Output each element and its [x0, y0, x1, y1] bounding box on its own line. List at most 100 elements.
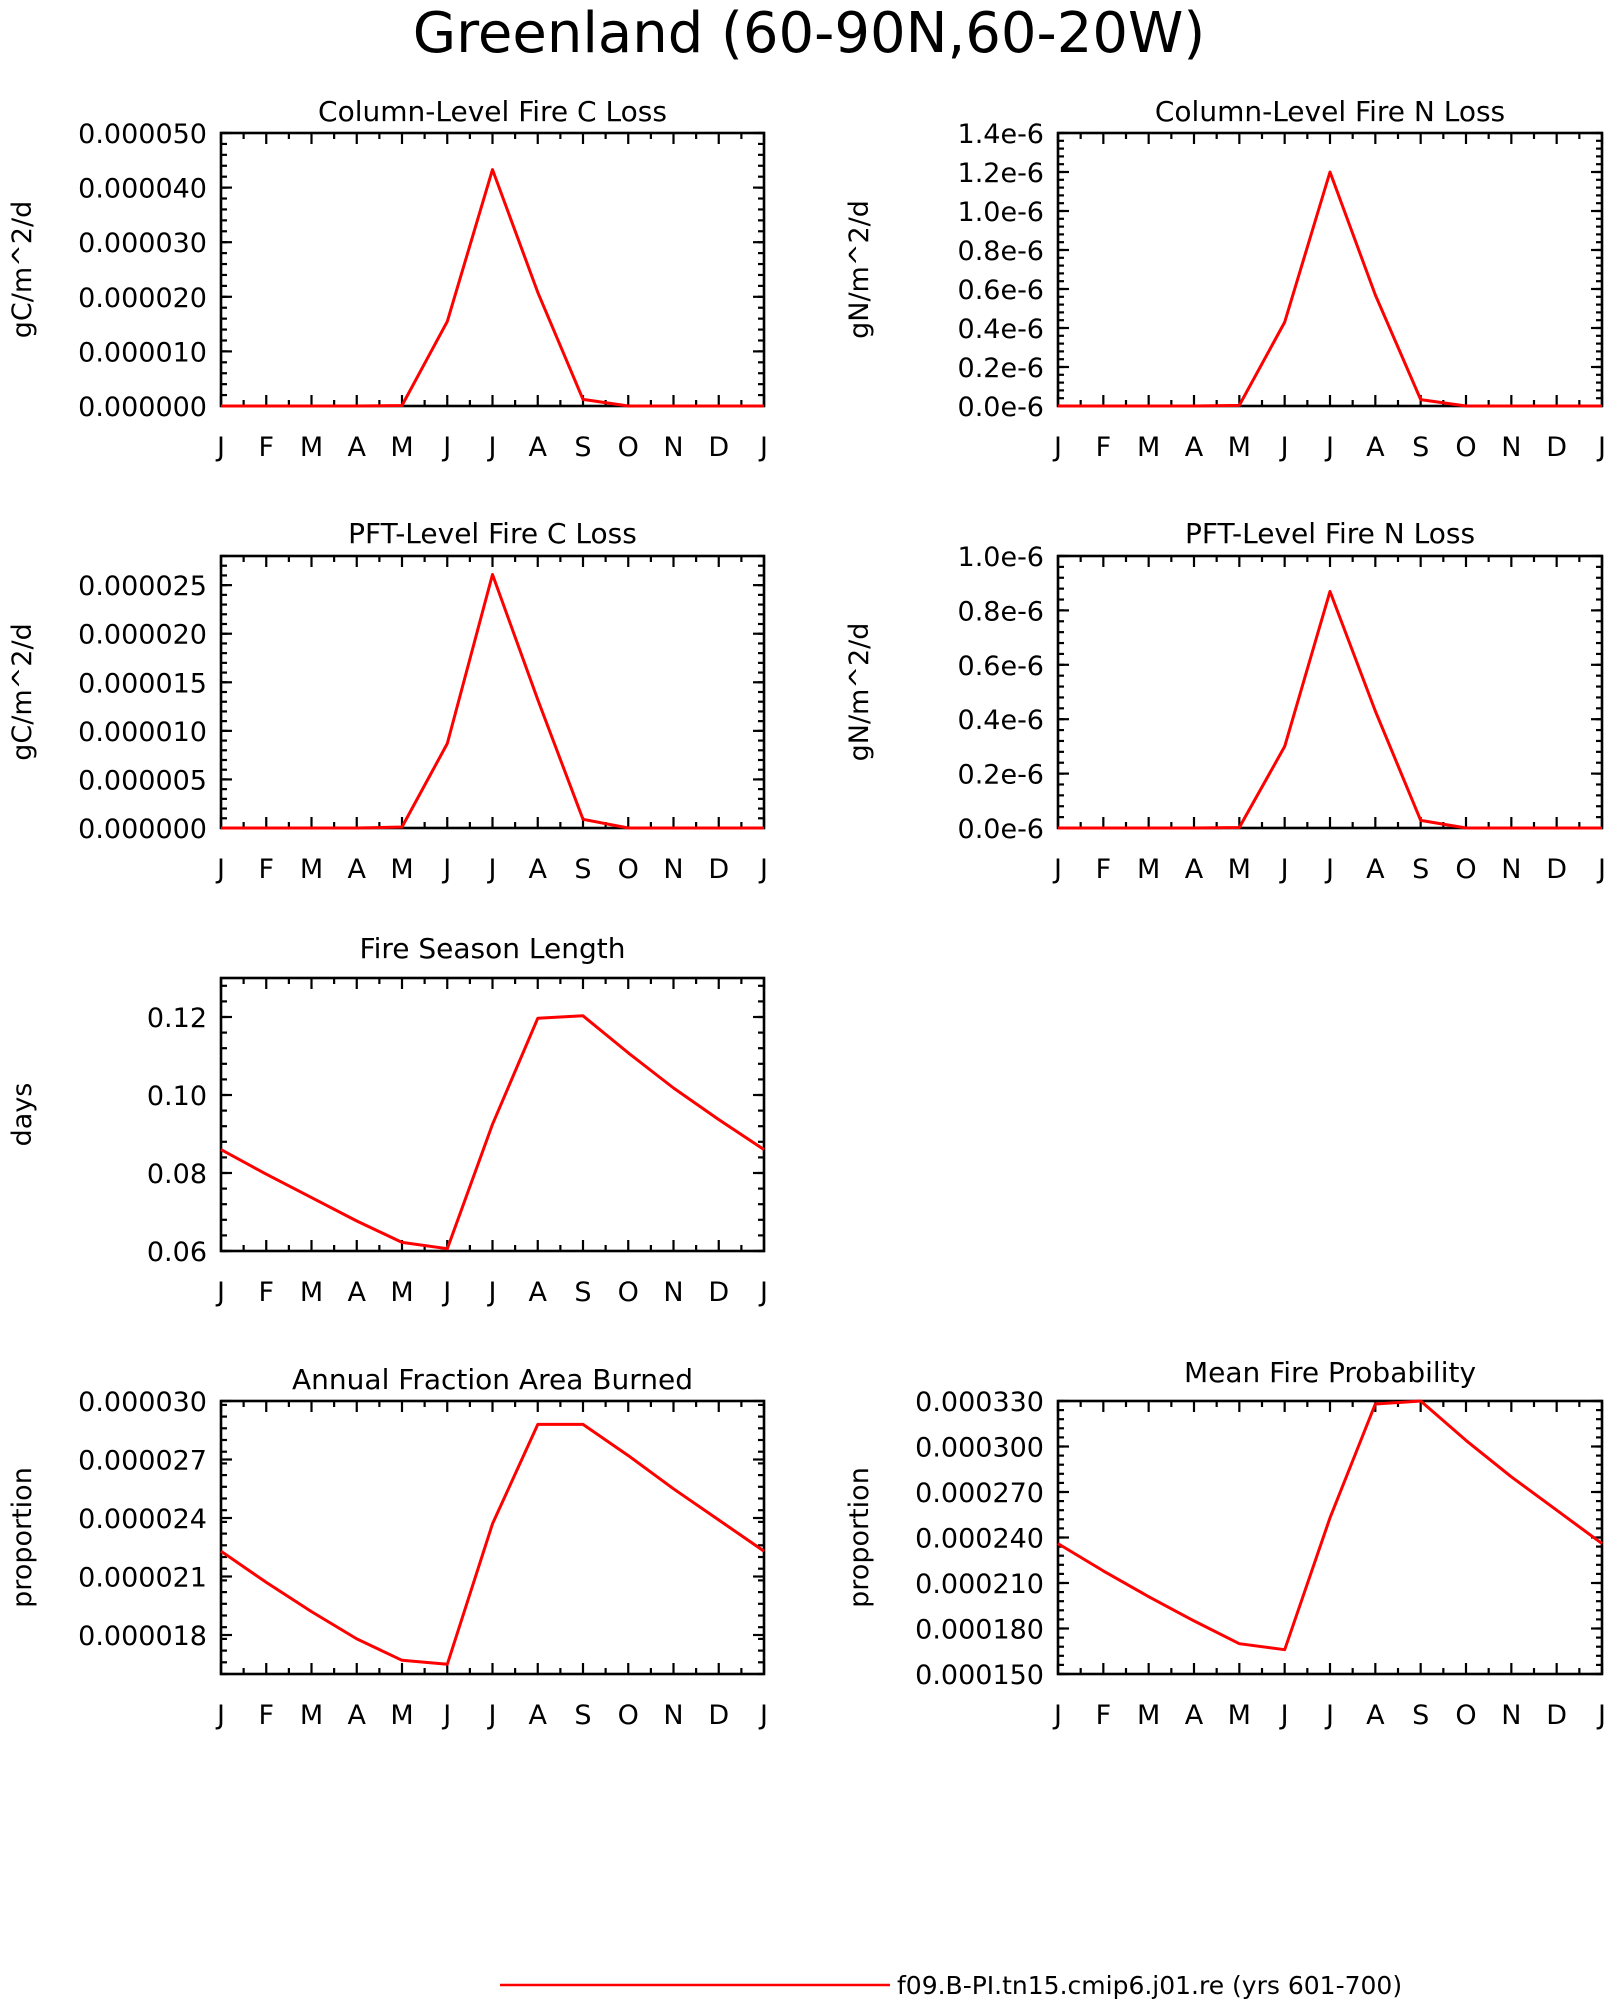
- x-tick-label: J: [441, 1700, 451, 1731]
- x-tick-label: D: [708, 1700, 729, 1731]
- x-tick-label: J: [1324, 854, 1334, 885]
- x-tick-label: S: [574, 854, 591, 885]
- x-tick-label: A: [1185, 432, 1204, 463]
- x-tick-label: A: [1185, 1700, 1204, 1731]
- y-tick-label: 1.0e-6: [958, 197, 1044, 228]
- panel-title: PFT-Level Fire N Loss: [1185, 517, 1475, 550]
- x-tick-label: D: [708, 1277, 729, 1308]
- chart-panel: J F M A M J J A S O N D J0.0000180.0000210.0000240.0…: [7, 1363, 768, 1731]
- panel-title: Column-Level Fire C Loss: [318, 95, 667, 128]
- x-tick-label: J: [1596, 432, 1606, 463]
- x-tick-label: M: [300, 432, 323, 463]
- y-tick-label: 0.000000: [78, 392, 207, 423]
- y-tick-label: 0.08: [147, 1159, 207, 1190]
- x-tick-label: N: [1501, 854, 1521, 885]
- x-tick-label: S: [1412, 432, 1429, 463]
- x-tick-label: J: [1279, 854, 1289, 885]
- x-tick-label: J: [1324, 432, 1334, 463]
- x-tick-label: J: [1052, 432, 1062, 463]
- x-tick-label: J: [1596, 1700, 1606, 1731]
- x-tick-label: A: [529, 1700, 548, 1731]
- x-tick-label: O: [618, 854, 639, 885]
- plot-frame: [219, 554, 766, 830]
- y-tick-label: 0.000018: [78, 1621, 207, 1652]
- x-tick-label: F: [1096, 432, 1112, 463]
- x-tick-label: J: [441, 1277, 451, 1308]
- y-tick-label: 0.000020: [78, 620, 207, 651]
- x-tick-label: N: [663, 432, 683, 463]
- x-tick-label: O: [618, 432, 639, 463]
- y-tick-label: 0.0e-6: [958, 814, 1044, 845]
- y-tick-label: 0.2e-6: [958, 760, 1044, 791]
- x-tick-label: A: [348, 432, 367, 463]
- y-tick-label: 0.000000: [78, 814, 207, 845]
- y-axis-label: proportion: [844, 1467, 875, 1608]
- y-tick-label: 0.000180: [915, 1615, 1044, 1646]
- plot-frame: [219, 1399, 766, 1676]
- x-tick-label: F: [258, 1277, 274, 1308]
- x-tick-label: J: [215, 1277, 225, 1308]
- y-tick-label: 0.000027: [78, 1446, 207, 1477]
- y-tick-label: 0.000010: [78, 717, 207, 748]
- x-tick-label: J: [441, 432, 451, 463]
- y-tick-label: 0.000030: [78, 1387, 207, 1418]
- x-tick-label: J: [215, 432, 225, 463]
- x-tick-label: A: [1366, 432, 1385, 463]
- x-tick-label: S: [1412, 1700, 1429, 1731]
- y-axis-label: gN/m^2/d: [844, 200, 875, 339]
- x-tick-label: A: [348, 1700, 367, 1731]
- y-tick-label: 0.000210: [915, 1569, 1044, 1600]
- x-tick-label: F: [1096, 854, 1112, 885]
- x-tick-label: M: [1228, 1700, 1251, 1731]
- y-tick-label: 0.8e-6: [958, 236, 1044, 267]
- x-tick-label: J: [758, 1277, 768, 1308]
- chart-panel: J F M A M J J A S O N D J0.0001500.0001800.0002100.0…: [844, 1356, 1606, 1731]
- y-tick-label: 0.10: [147, 1081, 207, 1112]
- y-tick-label: 0.6e-6: [958, 651, 1044, 682]
- x-tick-label: A: [529, 854, 548, 885]
- x-tick-label: F: [1096, 1700, 1112, 1731]
- y-tick-label: 0.000030: [78, 228, 207, 259]
- series-line: [221, 168, 764, 408]
- x-tick-label: D: [708, 432, 729, 463]
- y-tick-label: 1.4e-6: [958, 119, 1044, 150]
- series-line: [1058, 170, 1602, 408]
- x-tick-label: M: [390, 432, 413, 463]
- y-tick-label: 0.6e-6: [958, 275, 1044, 306]
- x-tick-label: M: [300, 1277, 323, 1308]
- y-tick-label: 0.8e-6: [958, 596, 1044, 627]
- panels: J F M A M J J A S O N D J0.0000000.0000100.0000200.0…: [7, 95, 1606, 1731]
- legend-label: f09.B-PI.tn15.cmip6.j01.re (yrs 601-700): [897, 1971, 1402, 2000]
- x-tick-label: A: [1185, 854, 1204, 885]
- y-axis-label: proportion: [7, 1467, 38, 1608]
- panel-title: Annual Fraction Area Burned: [292, 1363, 693, 1396]
- x-tick-label: F: [258, 854, 274, 885]
- chart-panel: J F M A M J J A S O N D J0.0000000.0000050.0000100.0…: [7, 517, 768, 885]
- y-tick-label: 0.12: [147, 1003, 207, 1034]
- x-tick-label: A: [529, 432, 548, 463]
- panel-title: Mean Fire Probability: [1184, 1356, 1476, 1389]
- x-tick-label: F: [258, 1700, 274, 1731]
- y-tick-label: 0.0e-6: [958, 392, 1044, 423]
- x-tick-label: J: [1052, 854, 1062, 885]
- x-tick-label: M: [1228, 854, 1251, 885]
- x-tick-label: M: [1137, 432, 1160, 463]
- x-tick-label: J: [487, 854, 497, 885]
- y-tick-label: 0.000025: [78, 571, 207, 602]
- chart-panel: J F M A M J J A S O N D J0.0e-60.2e-60.4e-60.6e-60.8…: [844, 95, 1606, 463]
- legend: f09.B-PI.tn15.cmip6.j01.re (yrs 601-700): [500, 1971, 1402, 2000]
- y-axis-label: gN/m^2/d: [844, 623, 875, 762]
- x-tick-label: A: [1366, 854, 1385, 885]
- x-tick-label: N: [1501, 432, 1521, 463]
- x-tick-label: J: [1052, 1700, 1062, 1731]
- series-line: [1058, 589, 1602, 830]
- x-tick-label: J: [441, 854, 451, 885]
- main-title: Greenland (60-90N,60-20W): [413, 1, 1206, 66]
- x-tick-label: M: [300, 1700, 323, 1731]
- y-tick-label: 0.4e-6: [958, 314, 1044, 345]
- x-tick-label: O: [1455, 1700, 1476, 1731]
- x-tick-label: F: [258, 432, 274, 463]
- y-tick-label: 0.06: [147, 1237, 207, 1268]
